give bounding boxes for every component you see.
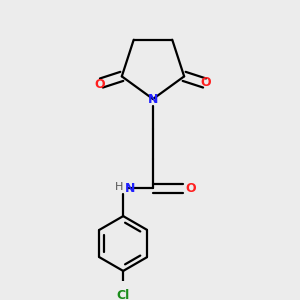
Text: O: O [94, 78, 105, 91]
Text: N: N [148, 92, 158, 106]
Text: N: N [124, 182, 135, 195]
Text: O: O [201, 76, 212, 89]
Text: Cl: Cl [117, 289, 130, 300]
Text: O: O [186, 182, 196, 195]
Text: H: H [115, 182, 123, 192]
